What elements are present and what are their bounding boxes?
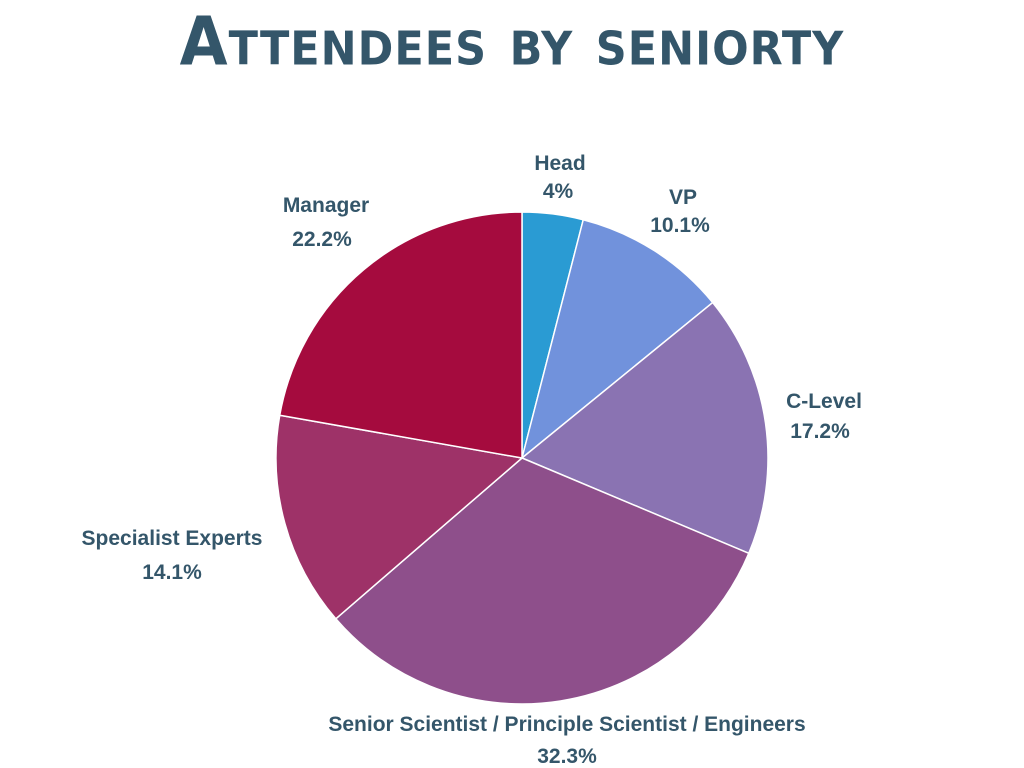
pie-labels: Head 4% VP 10.1% C-Level 17.2% Senior Sc… [82,152,862,768]
pie-slice-manager [278,211,523,459]
value-head: 4% [543,180,574,203]
value-c-level: 17.2% [790,420,850,443]
pie-slice-vp [520,218,714,461]
label-manager: Manager [283,194,369,217]
pie-slice-c-level [520,301,769,555]
pie-slices [275,211,769,705]
label-c-level: C-Level [786,390,862,413]
label-vp: VP [669,186,697,209]
pie-slice-senior-scientist-principle-scientist-engineers [334,457,750,705]
value-senior-scientist: 32.3% [537,745,597,768]
label-specialist-experts: Specialist Experts [82,527,263,550]
label-senior-scientist: Senior Scientist / Principle Scientist /… [328,713,805,736]
value-vp: 10.1% [650,214,710,237]
chart-title: Attendees by seniorty [179,2,845,81]
label-head: Head [534,152,585,175]
value-manager: 22.2% [292,228,352,251]
pie-slice-specialist-experts [275,414,524,620]
value-specialist-experts: 14.1% [142,561,202,584]
